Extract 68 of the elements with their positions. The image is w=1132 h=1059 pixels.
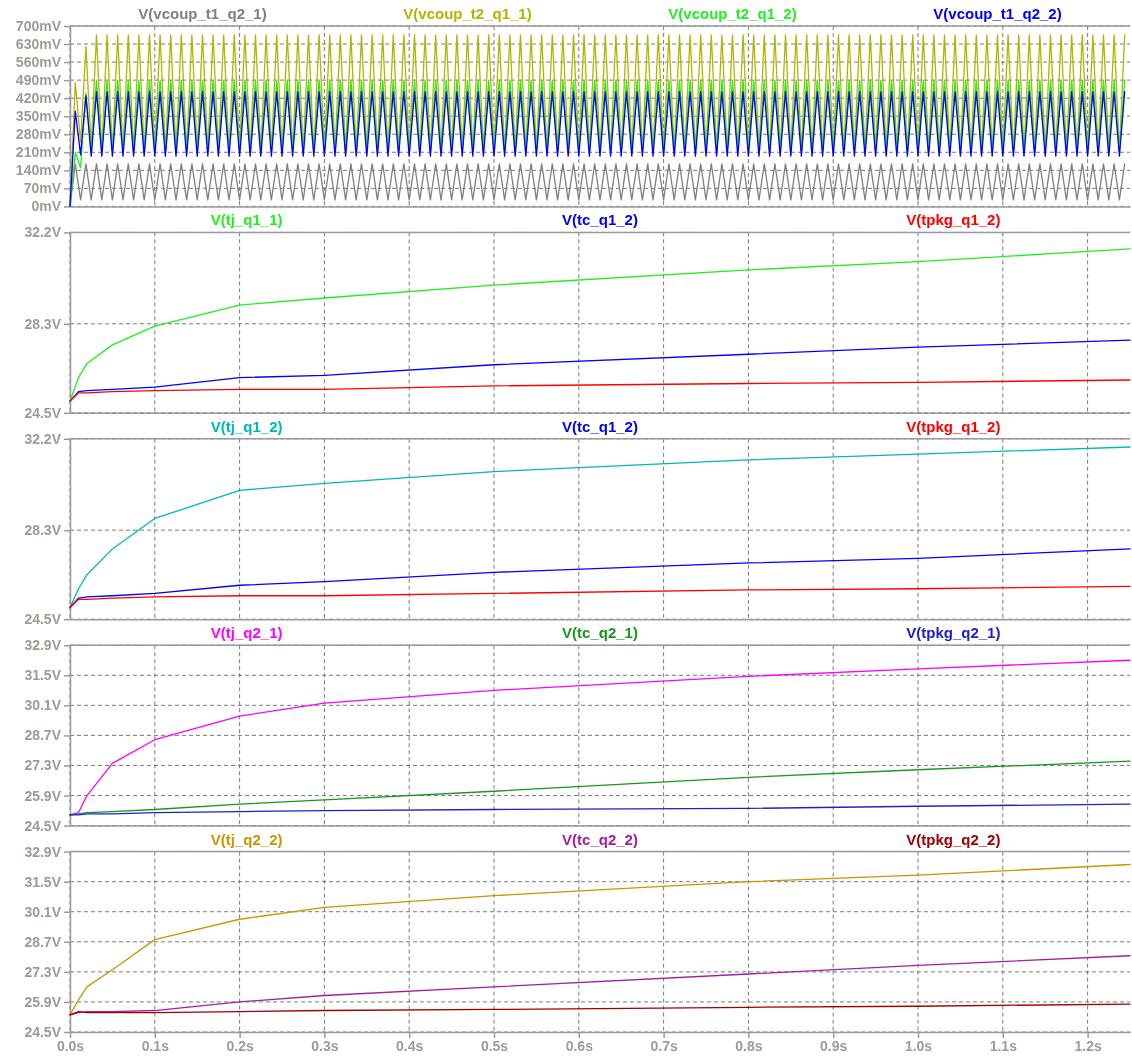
text: V(vcoup_t1_q2_2) — [933, 5, 1062, 22]
y-tick-label: 0mV — [31, 198, 62, 215]
text: V(tc_q2_2) — [562, 830, 638, 848]
y-tick-label: 420mV — [15, 90, 62, 107]
text: V(tj_q2_2) — [210, 830, 283, 848]
y-tick-label: 280mV — [15, 126, 62, 143]
y-tick-label: 32.9V — [24, 637, 62, 654]
x-tick-label: 1.2s — [1074, 1037, 1102, 1054]
x-tick-label: 0.0s — [56, 1037, 85, 1054]
text: V(tpkg_q1_2) — [906, 417, 1001, 435]
line-series — [69, 863, 1131, 1016]
text: V(vcoup_t2_q1_2) — [668, 5, 797, 22]
text: V(tc_q1_2) — [562, 211, 638, 229]
y-tick-label: 30.1V — [24, 903, 62, 920]
y-tick-label: 28.7V — [24, 933, 62, 950]
x-tick-label: 0.8s — [735, 1037, 763, 1054]
y-tick-label: 24.5V — [24, 817, 62, 834]
series-label: V(vcoup_t2_q1_1) — [403, 5, 532, 22]
line-series — [69, 1003, 1131, 1016]
x-tick-label: 0.2s — [226, 1037, 254, 1054]
x-tick-label: 0.9s — [820, 1037, 848, 1054]
line-series — [69, 803, 1131, 816]
y-tick-label: 630mV — [15, 36, 62, 53]
x-tick-label: 0.5s — [480, 1037, 509, 1054]
text: V(tpkg_q2_2) — [906, 830, 1001, 848]
y-tick-label: 560mV — [15, 54, 62, 71]
text: V(vcoup_t1_q2_1) — [138, 5, 267, 22]
y-tick-label: 24.5V — [24, 611, 62, 628]
y-tick-label: 70mV — [23, 180, 62, 197]
y-tick-label: 140mV — [15, 162, 62, 179]
x-tick-label: 0.7s — [650, 1037, 678, 1054]
text: V(tj_q1_2) — [210, 417, 283, 435]
line-series — [69, 379, 1131, 402]
y-tick-label: 700mV — [15, 17, 62, 34]
text: V(tpkg_q1_2) — [906, 211, 1001, 229]
y-tick-label: 32.9V — [24, 843, 62, 860]
y-tick-label: 28.3V — [24, 315, 62, 332]
text: V(tj_q1_1) — [210, 211, 283, 229]
y-tick-label: 32.2V — [24, 224, 62, 241]
y-tick-label: 25.9V — [24, 787, 62, 804]
y-tick-label: 31.5V — [24, 873, 62, 890]
y-tick-label: 24.5V — [24, 404, 62, 421]
x-tick-label: 0.4s — [396, 1037, 424, 1054]
y-tick-label: 28.3V — [24, 522, 62, 539]
y-tick-label: 24.5V — [24, 1023, 62, 1040]
x-tick-label: 1.0s — [904, 1037, 933, 1054]
y-tick-label: 32.2V — [24, 430, 62, 447]
y-tick-label: 350mV — [15, 108, 62, 125]
y-tick-label: 210mV — [15, 144, 62, 161]
y-tick-label: 490mV — [15, 72, 62, 89]
text: V(tpkg_q2_1) — [906, 624, 1001, 642]
y-tick-label: 28.7V — [24, 727, 62, 744]
y-tick-label: 27.3V — [24, 963, 62, 980]
text: V(tc_q2_1) — [562, 624, 638, 642]
y-tick-label: 30.1V — [24, 697, 62, 714]
line-series — [69, 446, 1131, 609]
y-tick-label: 27.3V — [24, 757, 62, 774]
line-series — [69, 248, 1131, 402]
x-tick-label: 1.1s — [989, 1037, 1018, 1054]
x-tick-label: 0.3s — [311, 1037, 339, 1054]
line-series — [69, 585, 1131, 609]
line-series — [69, 339, 1131, 402]
x-tick-label: 0.6s — [565, 1037, 594, 1054]
x-tick-label: 0.1s — [141, 1037, 170, 1054]
text: V(tc_q1_2) — [562, 417, 638, 435]
text: V(tj_q2_1) — [210, 624, 283, 642]
y-tick-label: 25.9V — [24, 993, 62, 1010]
y-tick-label: 31.5V — [24, 667, 62, 684]
